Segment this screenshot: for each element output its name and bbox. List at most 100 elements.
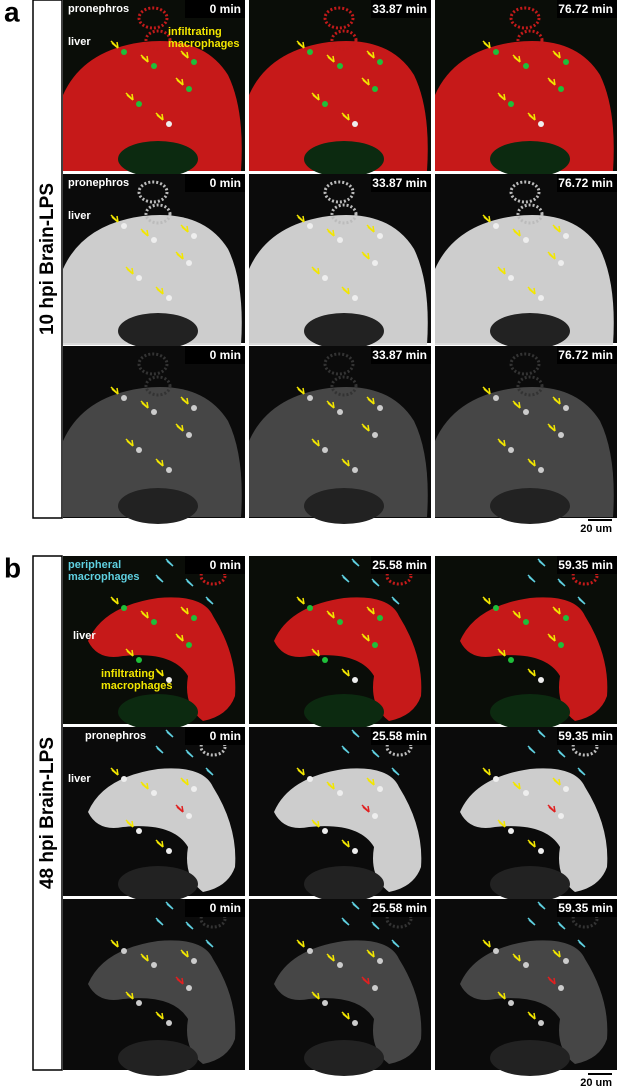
time-box [185,727,245,745]
arrow [366,606,375,615]
annotation: macrophages [168,38,240,50]
annotation: infiltrating [101,668,155,680]
cell [523,63,529,69]
time-label: 76.72 min [558,348,613,362]
arrow [537,729,546,738]
arrow [351,901,360,910]
arrow [155,668,164,677]
liver [249,214,428,345]
arrow [391,767,400,776]
arrow [125,92,134,101]
cell [191,786,197,792]
annotation: liver [68,773,91,785]
arrow [185,749,194,758]
arrow [175,77,184,86]
cell [372,813,378,819]
cell [372,86,378,92]
arrow [155,286,164,295]
cell [538,295,544,301]
arrow [165,558,174,567]
image-cell: 0 min pronephros liver infiltratingmacropha… [63,0,245,177]
cell [166,677,172,683]
time-label: 33.87 min [372,348,427,362]
time-label: 76.72 min [558,176,613,190]
cell [508,828,514,834]
arrow [482,40,491,49]
cell [377,405,383,411]
arrow [557,921,566,930]
time-box [371,0,431,18]
liver [460,940,608,1064]
cell [136,101,142,107]
time-box [371,899,431,917]
cell [322,657,328,663]
cell [523,962,529,968]
liver [435,40,614,172]
arrow [341,286,350,295]
arrow [497,92,506,101]
cell [136,828,142,834]
image-cell: 0 min [63,899,245,1076]
liver [249,40,428,172]
time-box [557,346,617,364]
pronephros [571,737,599,757]
liver [274,768,422,892]
cell [191,958,197,964]
pronephros [385,737,413,757]
pronephros [199,737,227,757]
pronephros [330,203,358,225]
time-label: 0 min [210,2,241,16]
arrow [391,939,400,948]
pronephros [144,203,172,225]
panel-label: b [4,552,21,583]
arrow [527,112,536,121]
side-label-box [32,555,63,1071]
arrow [537,558,546,567]
pronephros [144,29,172,51]
arrow [552,777,561,786]
time-box [557,556,617,574]
pronephros [516,203,544,225]
pronephros [571,566,599,586]
cell [372,985,378,991]
yolk [118,866,198,902]
cell [493,49,499,55]
arrow [391,596,400,605]
arrow [125,991,134,1000]
cell [151,790,157,796]
arrow [547,423,556,432]
image-cell: 25.58 min [249,899,431,1076]
pronephros [137,6,169,30]
yolk [490,694,570,730]
arrow [527,286,536,295]
cell [563,615,569,621]
arrow [311,819,320,828]
arrow [482,596,491,605]
cell [508,275,514,281]
cell [563,59,569,65]
cell [191,615,197,621]
arrow [155,112,164,121]
arrow [527,458,536,467]
liver [460,597,608,721]
annotation: macrophages [101,680,173,692]
arrow [341,574,350,583]
cell [352,848,358,854]
cell [558,642,564,648]
arrow [351,729,360,738]
arrow [341,839,350,848]
image-cell: 76.72 min [435,174,617,349]
cell [307,948,313,954]
time-box [185,556,245,574]
arrow [547,251,556,260]
image-cell: 76.72 min [435,346,617,524]
pronephros [137,352,169,376]
cell [136,275,142,281]
yolk [490,866,570,902]
pronephros [509,6,541,30]
arrow [326,54,335,63]
arrow [527,668,536,677]
liver [63,40,242,172]
pronephros [385,566,413,586]
